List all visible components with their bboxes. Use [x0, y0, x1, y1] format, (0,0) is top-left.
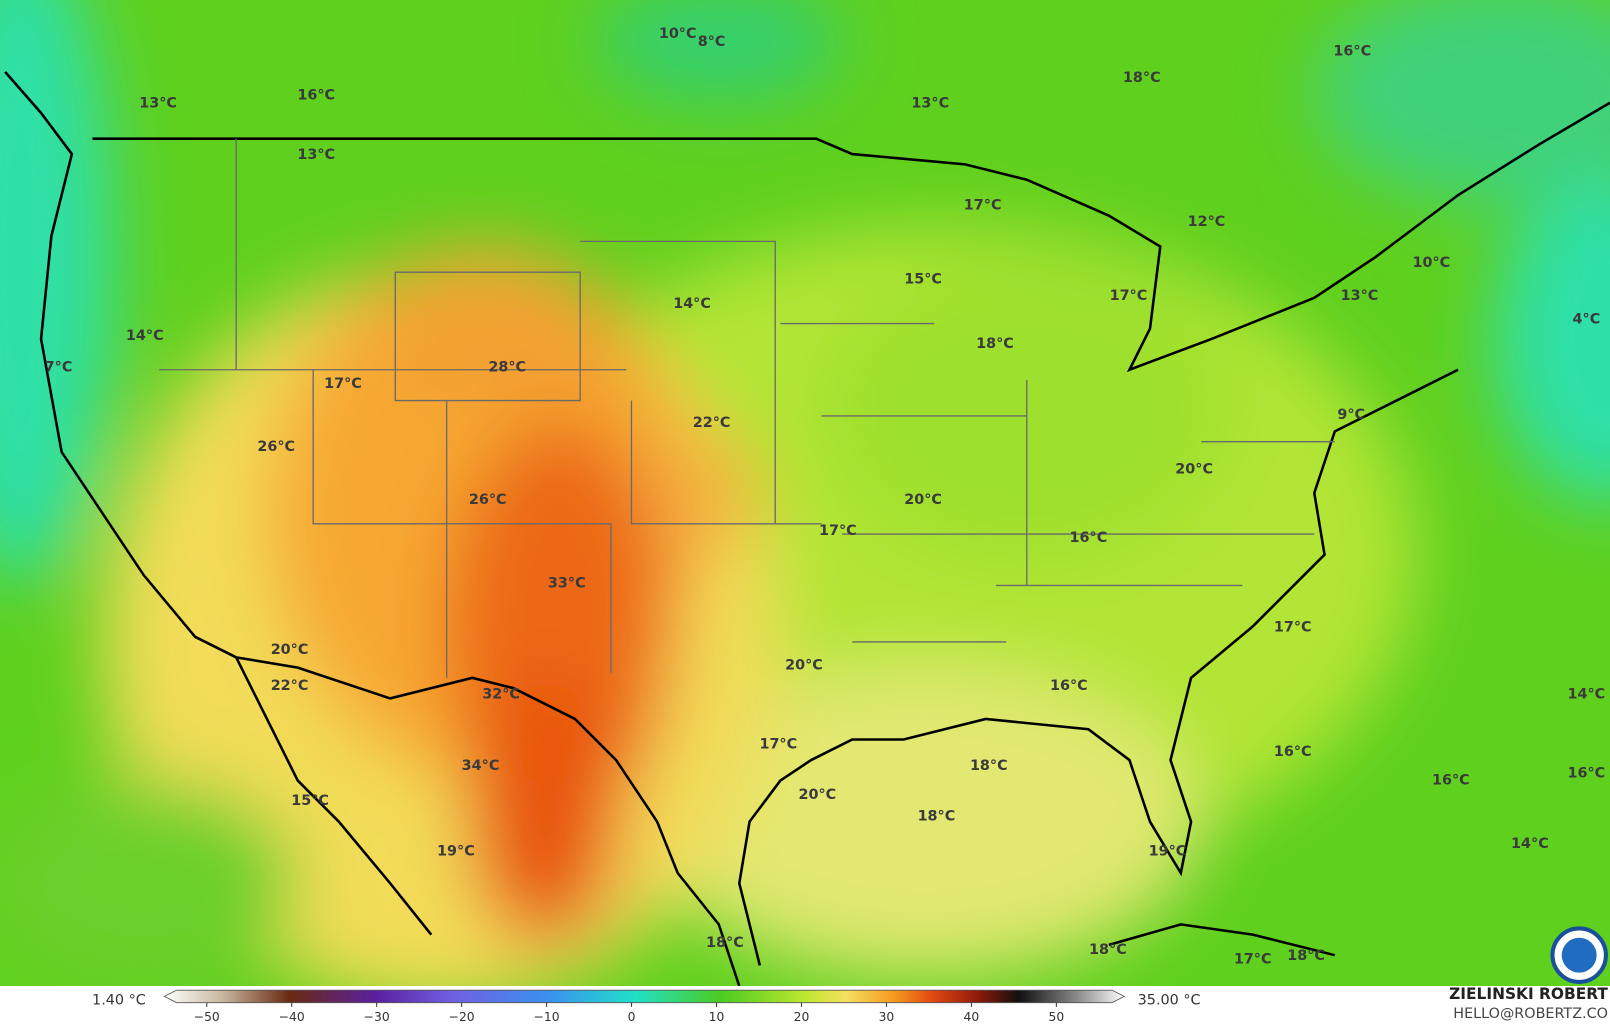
- temperature-label: 16°C: [297, 88, 335, 104]
- temperature-label: 18°C: [1287, 948, 1325, 964]
- temperature-label: 13°C: [139, 96, 177, 112]
- temperature-label: 18°C: [918, 809, 956, 825]
- temperature-label: 17°C: [1274, 620, 1312, 636]
- temperature-label: 18°C: [970, 758, 1008, 774]
- temperature-label: 16°C: [1568, 765, 1606, 781]
- temperature-label: 28°C: [488, 360, 526, 376]
- temperature-label: 13°C: [1341, 288, 1379, 304]
- temperature-label: 20°C: [904, 492, 942, 508]
- temperature-map: 10°C8°C16°C18°C13°C16°C13°C13°C17°C12°C1…: [0, 0, 1610, 986]
- temperature-label: 8°C: [698, 34, 726, 50]
- temperature-label: 16°C: [1070, 530, 1108, 546]
- temperature-label: 34°C: [462, 758, 500, 774]
- colorbar-min-label: 1.40 °C: [92, 993, 146, 1009]
- colorbar: [163, 989, 1126, 1004]
- temperature-label: 14°C: [126, 328, 164, 344]
- temperature-label: 16°C: [1050, 678, 1088, 694]
- colorbar-tick-label: −30: [364, 1009, 390, 1024]
- colorbar-tick-label: −40: [279, 1009, 305, 1024]
- temperature-label: 14°C: [1511, 836, 1549, 852]
- temperature-label: 22°C: [271, 678, 309, 694]
- temperature-label: 18°C: [976, 336, 1014, 352]
- colorbar-tick-label: −50: [194, 1009, 220, 1024]
- temperature-label: 17°C: [1234, 951, 1272, 967]
- temperature-label: 16°C: [1432, 773, 1470, 789]
- temperature-label: 13°C: [297, 147, 335, 163]
- colorbar-max-label: 35.00 °C: [1138, 993, 1201, 1009]
- colorbar-tick-label: 0: [628, 1009, 636, 1024]
- temperature-label: 18°C: [706, 935, 744, 951]
- temperature-label: 20°C: [785, 658, 823, 674]
- temperature-label: 20°C: [271, 642, 309, 658]
- colorbar-tick-label: 30: [879, 1009, 895, 1024]
- legend-bar: 1.40 °C 35.00 °C ZIELINSKI ROBERT HELLO@…: [92, 986, 1608, 1024]
- temperature-label: 14°C: [1568, 686, 1606, 702]
- state-borders: [159, 138, 1335, 678]
- colorbar-tick-label: 20: [794, 1009, 810, 1024]
- temperature-label: 19°C: [437, 843, 475, 859]
- temperature-label: 22°C: [693, 415, 731, 431]
- temperature-label: 7°C: [45, 360, 73, 376]
- author: ZIELINSKI ROBERT: [1449, 986, 1608, 1003]
- temperature-label: 10°C: [659, 26, 697, 42]
- temperature-label: 15°C: [291, 793, 329, 809]
- map-labels: 10°C8°C16°C18°C13°C16°C13°C13°C17°C12°C1…: [45, 26, 1606, 967]
- coastlines-borders: [4, 71, 1610, 986]
- temperature-label: 4°C: [1573, 311, 1601, 327]
- temperature-label: 17°C: [759, 737, 797, 753]
- colorbar-tick-label: −20: [449, 1009, 475, 1024]
- temperature-label: 20°C: [1175, 461, 1213, 477]
- colorbar-tick-label: 40: [964, 1009, 980, 1024]
- colorbar-tick-label: −10: [534, 1009, 560, 1024]
- temperature-label: 32°C: [482, 686, 520, 702]
- temperature-label: 16°C: [1274, 744, 1312, 760]
- colorbar-tick-label: 50: [1049, 1009, 1065, 1024]
- noaa-logo-inner: [1561, 937, 1597, 973]
- temperature-label: 19°C: [1149, 843, 1187, 859]
- temperature-label: 12°C: [1188, 214, 1226, 230]
- temperature-label: 17°C: [1110, 288, 1148, 304]
- temperature-label: 26°C: [257, 439, 295, 455]
- temperature-label: 13°C: [911, 96, 949, 112]
- temperature-label: 26°C: [469, 492, 507, 508]
- temperature-label: 18°C: [1123, 70, 1161, 86]
- temperature-label: 17°C: [964, 197, 1002, 213]
- temperature-label: 20°C: [798, 787, 836, 803]
- temperature-label: 15°C: [904, 271, 942, 287]
- temperature-label: 14°C: [673, 296, 711, 312]
- temperature-label: 9°C: [1337, 407, 1365, 423]
- temperature-label: 33°C: [548, 575, 586, 591]
- temperature-label: 16°C: [1333, 43, 1371, 59]
- temperature-label: 10°C: [1412, 255, 1450, 271]
- temperature-label: 17°C: [819, 523, 857, 539]
- temperature-label: 18°C: [1089, 942, 1127, 958]
- email: HELLO@ROBERTZ.CO: [1453, 1006, 1608, 1022]
- temperature-label: 17°C: [324, 376, 362, 392]
- colorbar-tick-label: 10: [709, 1009, 725, 1024]
